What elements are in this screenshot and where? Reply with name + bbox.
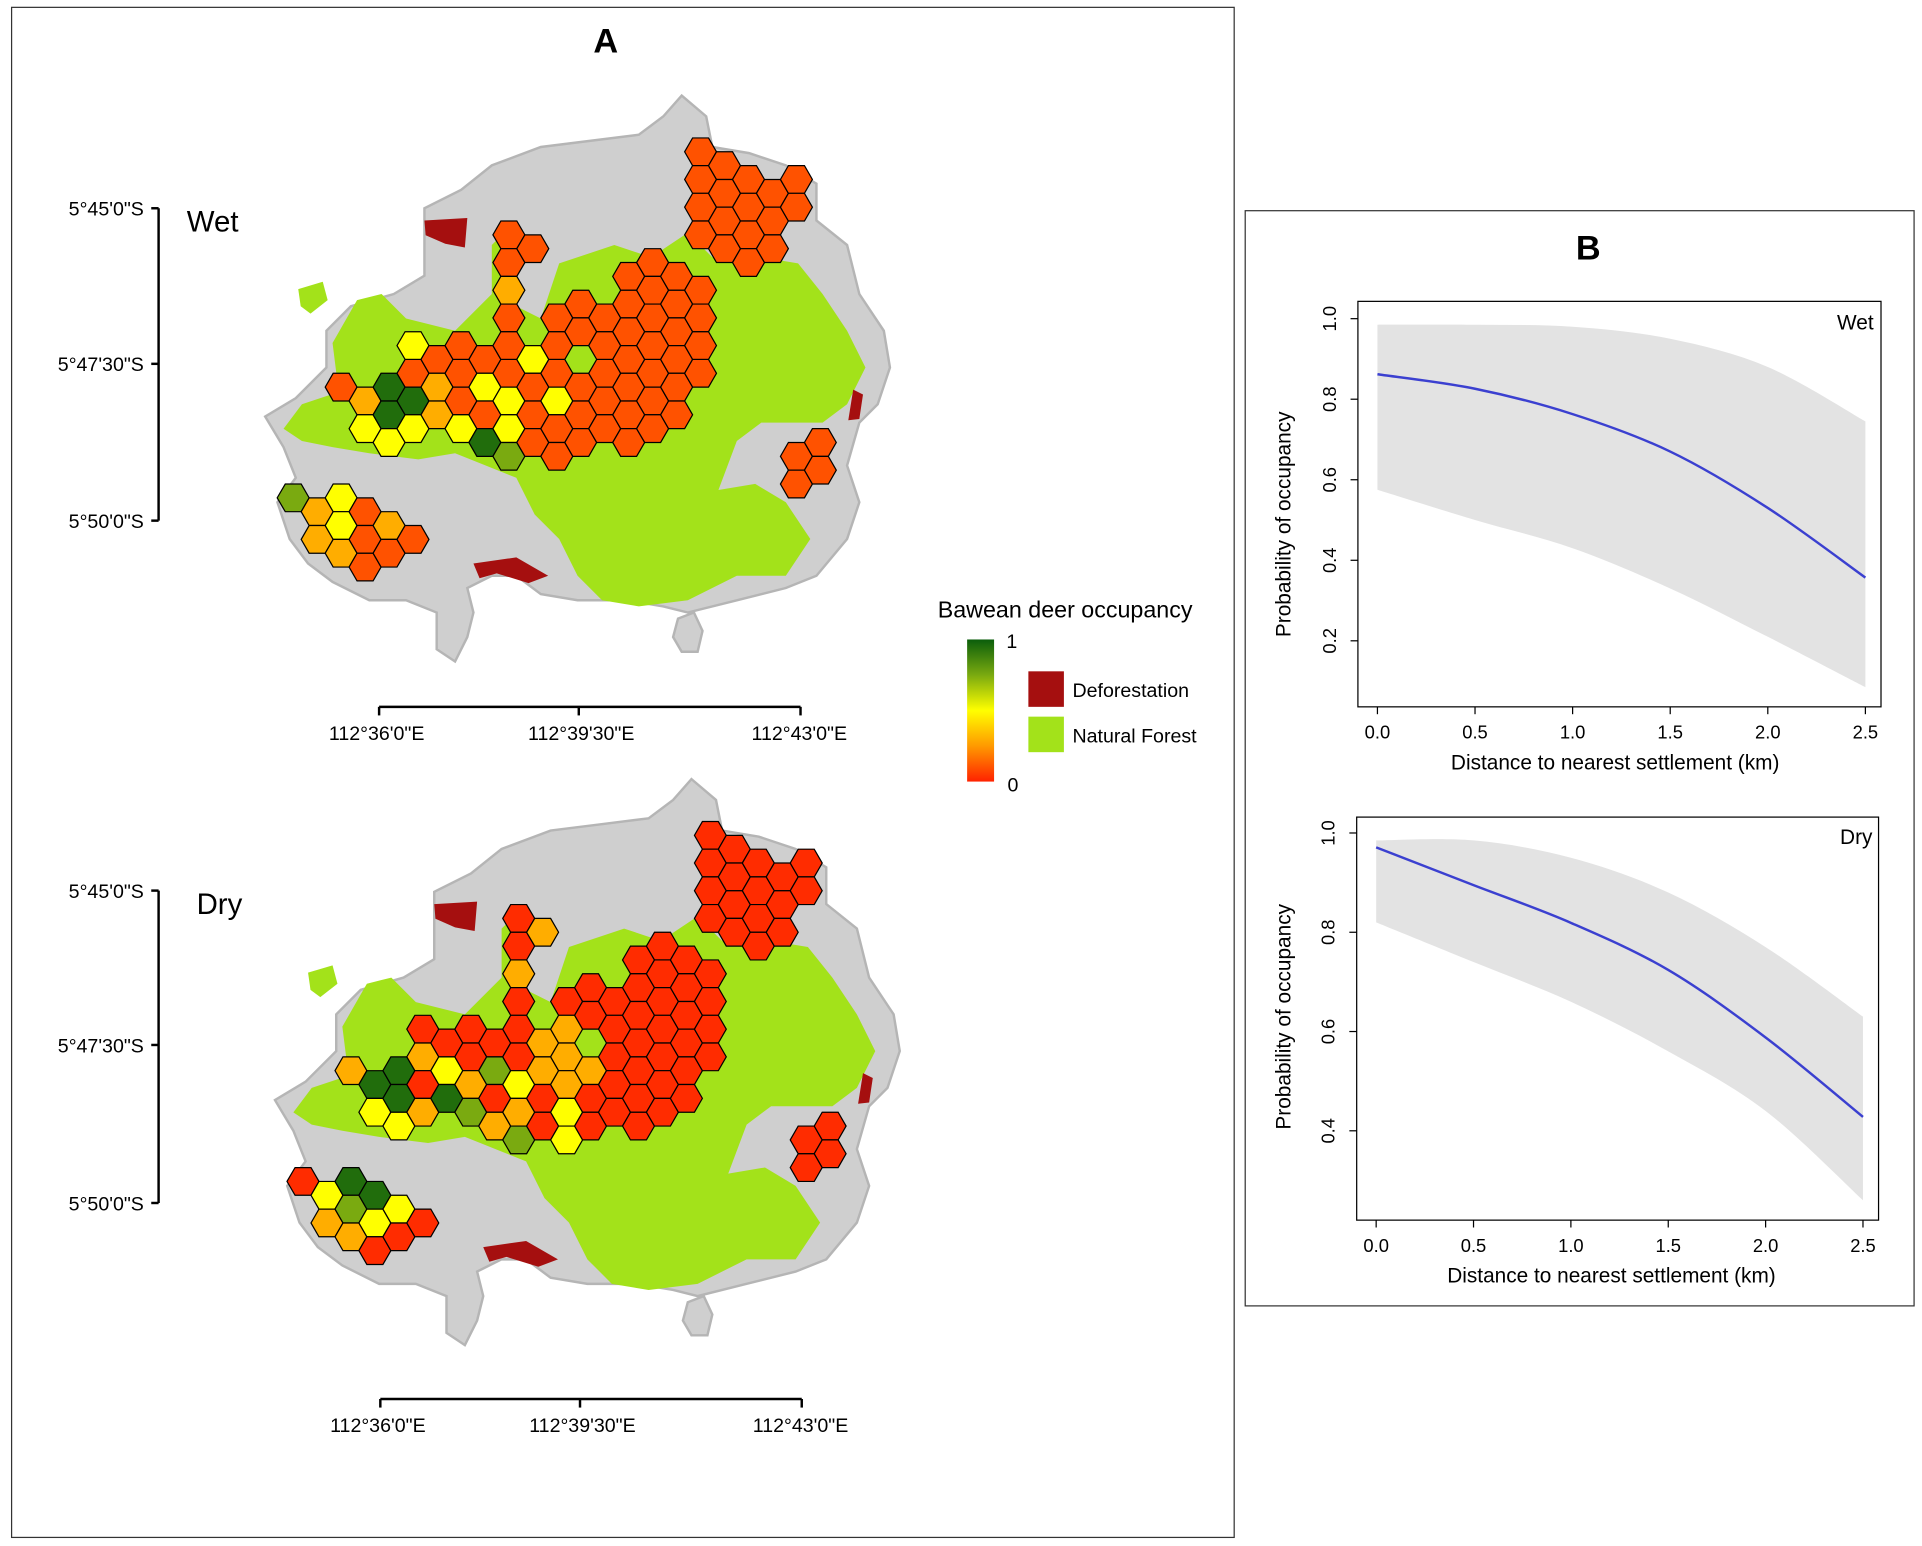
mean-occupancy-line [1377,373,1867,579]
y-tick-label: 1.0 [1319,306,1340,332]
lat-label: 5°45'0"S [69,881,144,903]
y-axis-label: Probability of occupancy [1273,903,1296,1129]
y-tick-label: 0.8 [1318,919,1339,945]
occupancy-hex [683,358,718,388]
season-label: Dry [197,888,243,921]
occupancy-hex [803,455,837,485]
latitude-axis: 5°45'0"S 5°47'30"S 5°50'0"S [58,199,160,533]
legend-title: Bawean deer occupancy [938,596,1193,622]
map-legend: Bawean deer occupancy 1 0 Deforestation … [938,596,1197,796]
x-tick-label: 2.0 [1755,722,1781,743]
forest-swatch [1028,716,1064,753]
season-annotation: Wet [1837,312,1874,335]
y-tick-label: 0.6 [1318,1019,1339,1045]
hex-grid [276,137,837,582]
map-dry: Dry 5°45'0"S 5°47'30"S 5°50'0"S 112°36'0… [58,777,901,1437]
season-annotation: Dry [1840,826,1873,849]
occupancy-hex [516,234,550,264]
x-tick-label: 1.5 [1657,722,1683,743]
lon-label: 112°43'0"E [752,723,848,745]
lon-label: 112°39'30"E [528,723,634,745]
x-axis-label: Distance to nearest settlement (km) [1447,1265,1776,1288]
y-axis-label: Probability of occupancy [1273,411,1296,637]
x-tick-label: 0.0 [1363,1235,1389,1256]
occupancy-hex [396,524,430,554]
occupancy-hex [813,1139,847,1169]
x-tick-label: 1.0 [1560,722,1586,743]
plot-area: 0.0 0.5 1.0 1.5 2.0 2.5 0.4 0.6 0.8 1.0 [1318,816,1880,1256]
occupancy-hex [659,400,694,430]
chart-wet: 0.0 0.5 1.0 1.5 2.0 2.5 0.2 0.4 0.6 0.8 1.0 Distan… [1273,300,1882,774]
map-wet: Wet 5°45'0"S 5°47'30"S 5°50'0"S 112°36'0… [58,94,892,745]
occupancy-hex [765,917,799,947]
y-tick-label: 0.4 [1319,548,1340,574]
confidence-band [1377,324,1866,688]
y-tick-label: 0.4 [1318,1118,1339,1144]
x-tick-label: 0.5 [1462,722,1488,743]
y-tick-label: 0.8 [1319,386,1340,412]
plot-frame [1357,300,1882,708]
confidence-band [1376,839,1863,1201]
occupancy-hex [525,917,560,947]
x-tick-label: 2.5 [1850,1235,1876,1256]
mean-occupancy-line [1375,846,1864,1118]
x-tick-label: 2.5 [1853,722,1879,743]
deforestation-label: Deforestation [1072,680,1189,702]
y-tick-label: 0.2 [1319,628,1340,654]
y-tick-label: 0.6 [1319,467,1340,493]
y-tick-label: 1.0 [1318,820,1339,846]
x-tick-label: 2.0 [1753,1235,1779,1256]
colorbar-min-label: 0 [1008,774,1019,796]
lat-label: 5°45'0"S [69,199,144,221]
hex-grid [286,820,847,1266]
x-tick-label: 1.5 [1655,1235,1681,1256]
x-tick-label: 0.0 [1365,722,1391,743]
lat-label: 5°47'30"S [58,354,144,376]
x-tick-label: 0.5 [1461,1235,1487,1256]
longitude-axis: 112°36'0"E 112°39'30"E 112°43'0"E [330,1397,849,1437]
x-axis-label: Distance to nearest settlement (km) [1451,751,1780,774]
colorbar-max-label: 1 [1006,631,1017,653]
lon-label: 112°43'0"E [753,1415,849,1437]
deforestation-swatch [1028,671,1064,707]
occupancy-hex [693,1042,727,1072]
x-tick-label: 1.0 [1558,1235,1584,1256]
occupancy-colorbar [967,639,995,782]
longitude-axis: 112°36'0"E 112°39'30"E 112°43'0"E [329,705,848,745]
lat-label: 5°50'0"S [69,1193,144,1215]
latitude-axis: 5°45'0"S 5°47'30"S 5°50'0"S [58,881,160,1215]
lon-label: 112°39'30"E [529,1415,635,1437]
occupancy-hex [779,192,814,222]
plot-area: 0.0 0.5 1.0 1.5 2.0 2.5 0.2 0.4 0.6 0.8 1.0 [1319,300,1882,743]
panel-b-label: B [1576,230,1601,268]
lon-label: 112°36'0"E [329,723,425,745]
occupancy-hex [406,1208,440,1238]
occupancy-hex [669,1083,704,1113]
panel-a-label: A [593,23,618,61]
occupancy-hex [755,234,790,264]
season-label: Wet [187,206,239,239]
lat-label: 5°50'0"S [69,511,144,533]
occupancy-hex [789,876,823,906]
plot-frame [1356,816,1880,1221]
chart-dry: 0.0 0.5 1.0 1.5 2.0 2.5 0.4 0.6 0.8 1.0 Distance … [1273,816,1880,1288]
lon-label: 112°36'0"E [330,1415,426,1437]
lat-label: 5°47'30"S [58,1035,144,1057]
forest-label: Natural Forest [1072,725,1197,747]
